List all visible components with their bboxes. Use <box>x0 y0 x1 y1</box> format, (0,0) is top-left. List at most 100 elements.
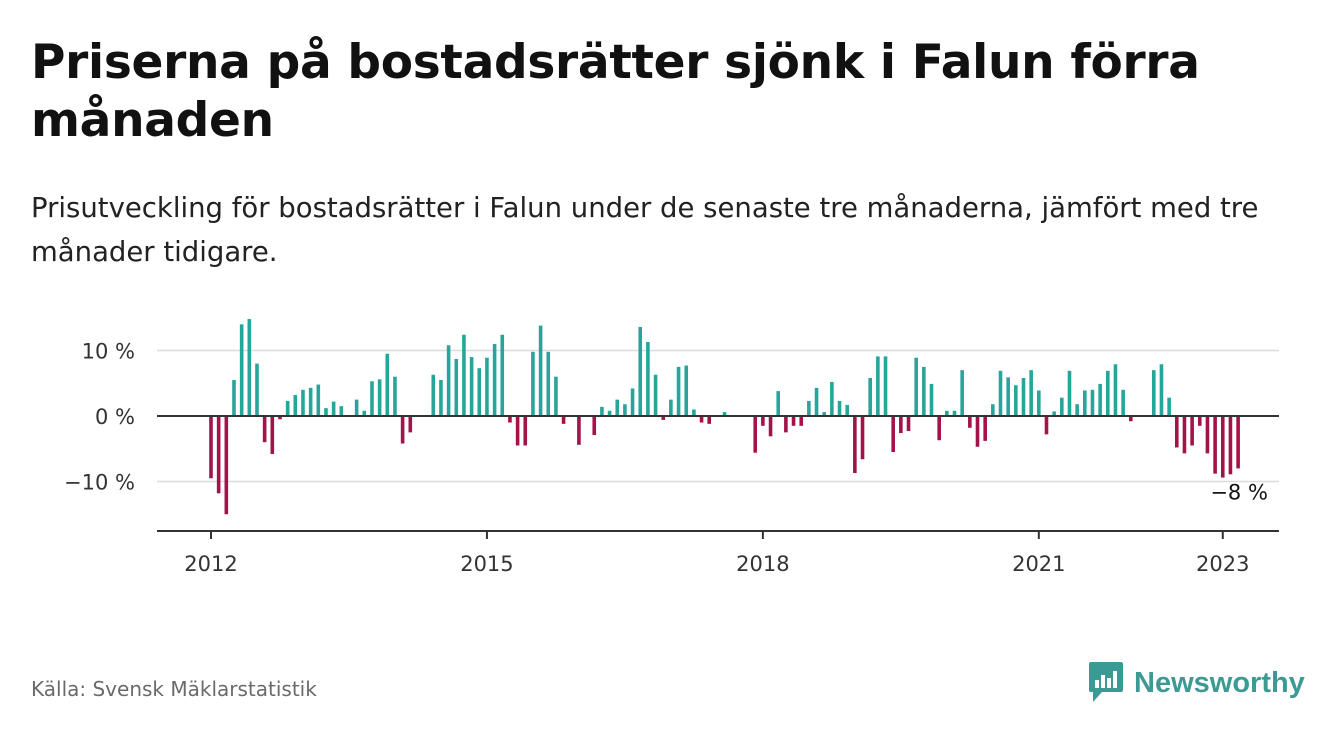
bar <box>523 416 528 446</box>
bar <box>1044 416 1049 435</box>
bar <box>400 416 405 444</box>
bar <box>768 416 773 437</box>
bar <box>477 368 482 416</box>
bar <box>308 387 313 416</box>
bar <box>224 416 229 515</box>
bar <box>853 416 857 473</box>
bar <box>883 356 888 416</box>
bar <box>1152 370 1156 416</box>
bar <box>615 399 620 417</box>
bar <box>239 324 244 416</box>
source-note: Källa: Svensk Mäklarstatistik <box>31 677 317 701</box>
bar <box>753 416 758 453</box>
bar <box>722 412 727 416</box>
bar <box>1197 416 1202 426</box>
bar <box>646 341 650 416</box>
bar <box>868 378 872 416</box>
bar <box>385 353 390 416</box>
bar <box>1106 370 1110 416</box>
bar <box>1205 416 1210 454</box>
bar <box>515 416 520 446</box>
x-tick-label: 2021 <box>1012 552 1065 576</box>
bar <box>1190 416 1194 446</box>
bar <box>922 366 926 417</box>
bar <box>1182 416 1187 454</box>
bar <box>600 406 604 416</box>
bar <box>669 399 673 417</box>
bar <box>692 409 696 416</box>
bar <box>1014 385 1018 416</box>
bar <box>960 370 964 416</box>
newsworthy-bar-chart-icon <box>1089 662 1123 702</box>
bar <box>1098 383 1102 416</box>
bar <box>937 416 941 441</box>
bar <box>830 381 834 416</box>
bar <box>216 416 221 494</box>
bar <box>676 366 681 417</box>
bar <box>1029 370 1033 416</box>
bar <box>1174 416 1179 448</box>
bar <box>653 374 658 416</box>
x-tick-label: 2012 <box>184 552 237 576</box>
bar <box>561 416 566 424</box>
bar <box>1083 390 1087 416</box>
bar <box>255 363 259 416</box>
bar <box>906 416 911 432</box>
bar <box>983 416 987 441</box>
bar <box>1021 378 1026 416</box>
bar <box>446 345 451 416</box>
chart-subtitle: Prisutveckling för bostadsrätter i Falun… <box>31 192 1259 268</box>
bar <box>554 376 558 416</box>
bar <box>592 416 597 435</box>
bar <box>837 400 842 416</box>
bar <box>807 400 811 416</box>
bar <box>860 416 865 460</box>
bar <box>1006 377 1010 416</box>
bar <box>500 334 505 416</box>
bar <box>331 401 336 416</box>
bar <box>1037 390 1041 416</box>
bar <box>929 383 934 416</box>
bar <box>914 357 918 416</box>
bar <box>439 379 443 416</box>
bar <box>270 416 275 454</box>
x-tick-label: 2015 <box>460 552 513 576</box>
bar <box>546 351 551 416</box>
bar <box>1060 397 1064 416</box>
bar <box>1167 397 1171 416</box>
bar <box>791 416 796 426</box>
bar <box>209 416 213 479</box>
brand-name: Newsworthy <box>1134 666 1305 699</box>
bar <box>1090 389 1095 416</box>
bar <box>707 416 712 424</box>
bar <box>262 416 267 443</box>
last-value-label: −8 % <box>1210 480 1268 504</box>
bar <box>1228 416 1233 475</box>
bar <box>531 351 535 416</box>
bar <box>799 416 804 426</box>
bar <box>607 410 612 416</box>
bar <box>630 388 635 416</box>
bar <box>899 416 903 434</box>
bar <box>285 400 290 416</box>
bar <box>699 416 704 423</box>
bar <box>293 395 298 416</box>
bar <box>968 416 972 428</box>
x-tick-label: 2018 <box>736 552 789 576</box>
bar <box>661 416 666 420</box>
bar <box>247 319 252 416</box>
bar <box>1113 364 1118 416</box>
bar <box>362 410 367 416</box>
bar <box>324 408 328 416</box>
bar <box>454 359 459 416</box>
bar <box>577 416 581 445</box>
bar <box>1075 404 1079 416</box>
bar <box>301 389 305 416</box>
bar <box>492 343 497 416</box>
bar <box>945 410 949 416</box>
bar <box>232 379 236 416</box>
bar <box>784 416 788 433</box>
bar <box>431 374 436 416</box>
bar <box>891 416 895 453</box>
bar <box>316 384 321 416</box>
